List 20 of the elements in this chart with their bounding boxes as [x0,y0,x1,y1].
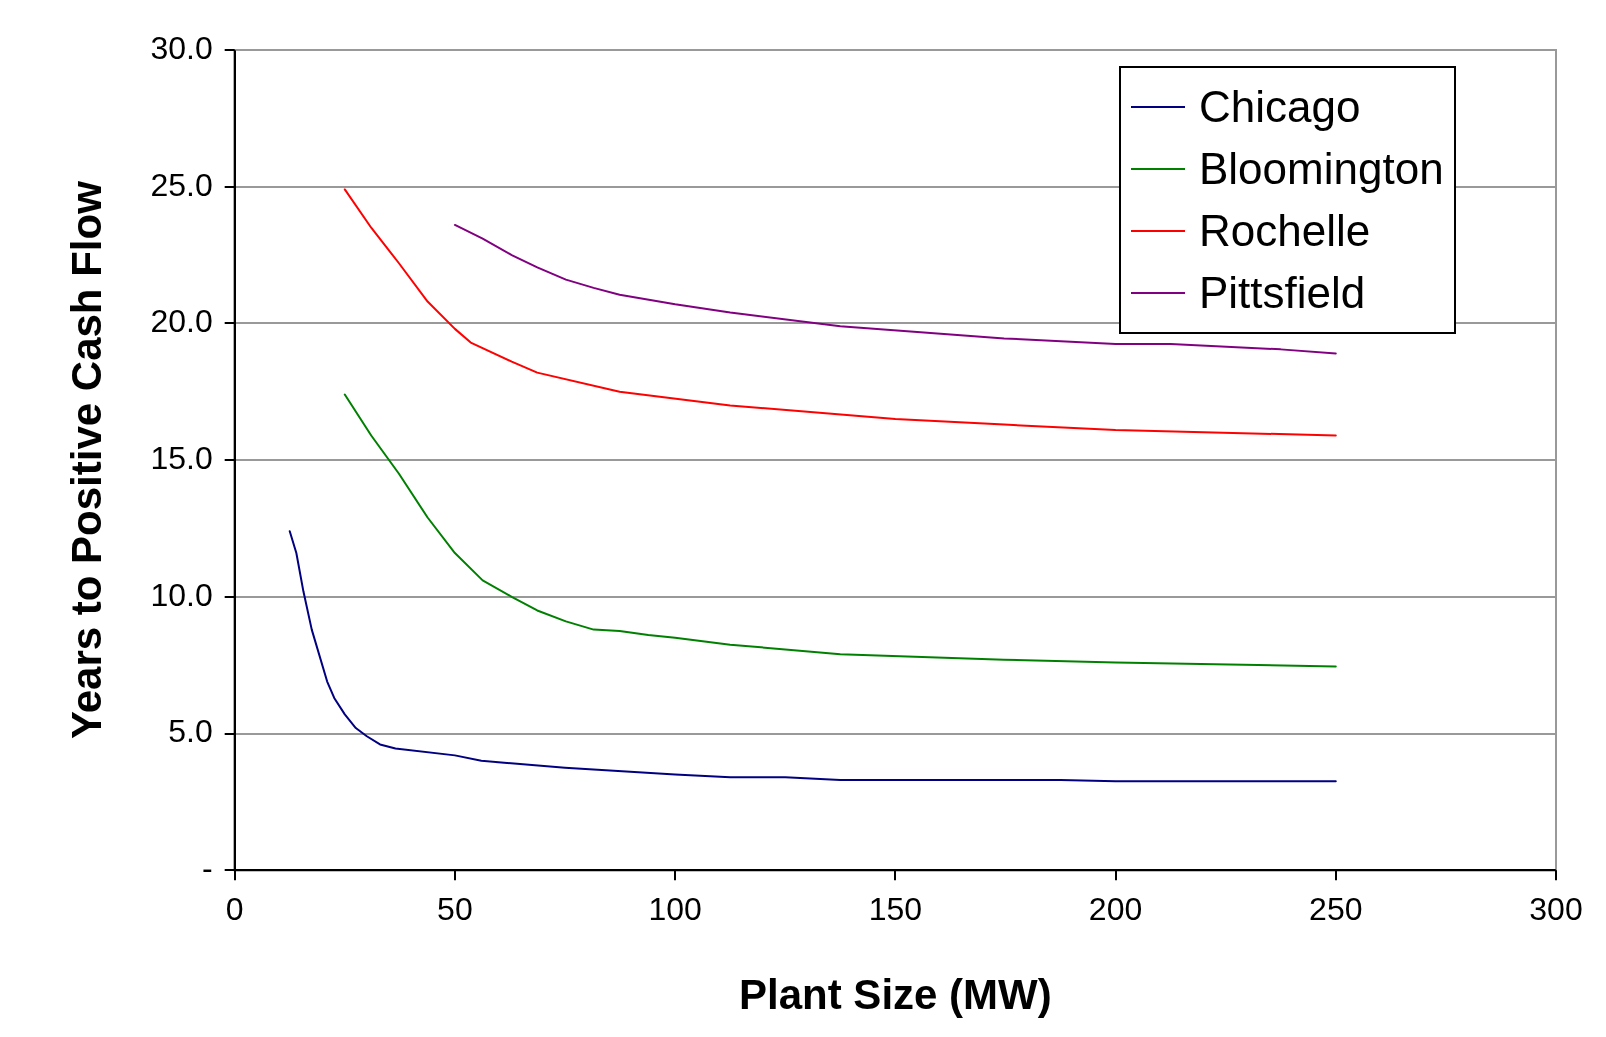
legend-label: Pittsfield [1199,267,1366,319]
x-tick-label: 250 [1309,891,1363,928]
x-tick-label: 0 [225,891,244,928]
y-axis-title: Years to Positive Cash Flow [62,180,110,740]
y-tick-label: 15.0 [150,439,213,476]
legend-label: Chicago [1199,81,1361,133]
legend-label: Rochelle [1199,205,1371,257]
y-tick-label: 25.0 [150,166,213,203]
x-axis-title: Plant Size (MW) [739,971,1052,1019]
y-tick-label: 10.0 [150,576,213,613]
y-tick-label: 5.0 [168,713,213,750]
y-tick-label: 30.0 [150,29,213,66]
x-tick-label: 300 [1529,891,1583,928]
x-tick-label: 200 [1088,891,1143,928]
x-tick-label: 100 [648,891,702,928]
y-tick-label: 20.0 [150,303,213,340]
x-tick-label: 150 [868,891,923,928]
legend-label: Bloomington [1199,143,1444,195]
y-tick-label: - [202,850,213,887]
x-tick-label: 50 [437,891,473,928]
